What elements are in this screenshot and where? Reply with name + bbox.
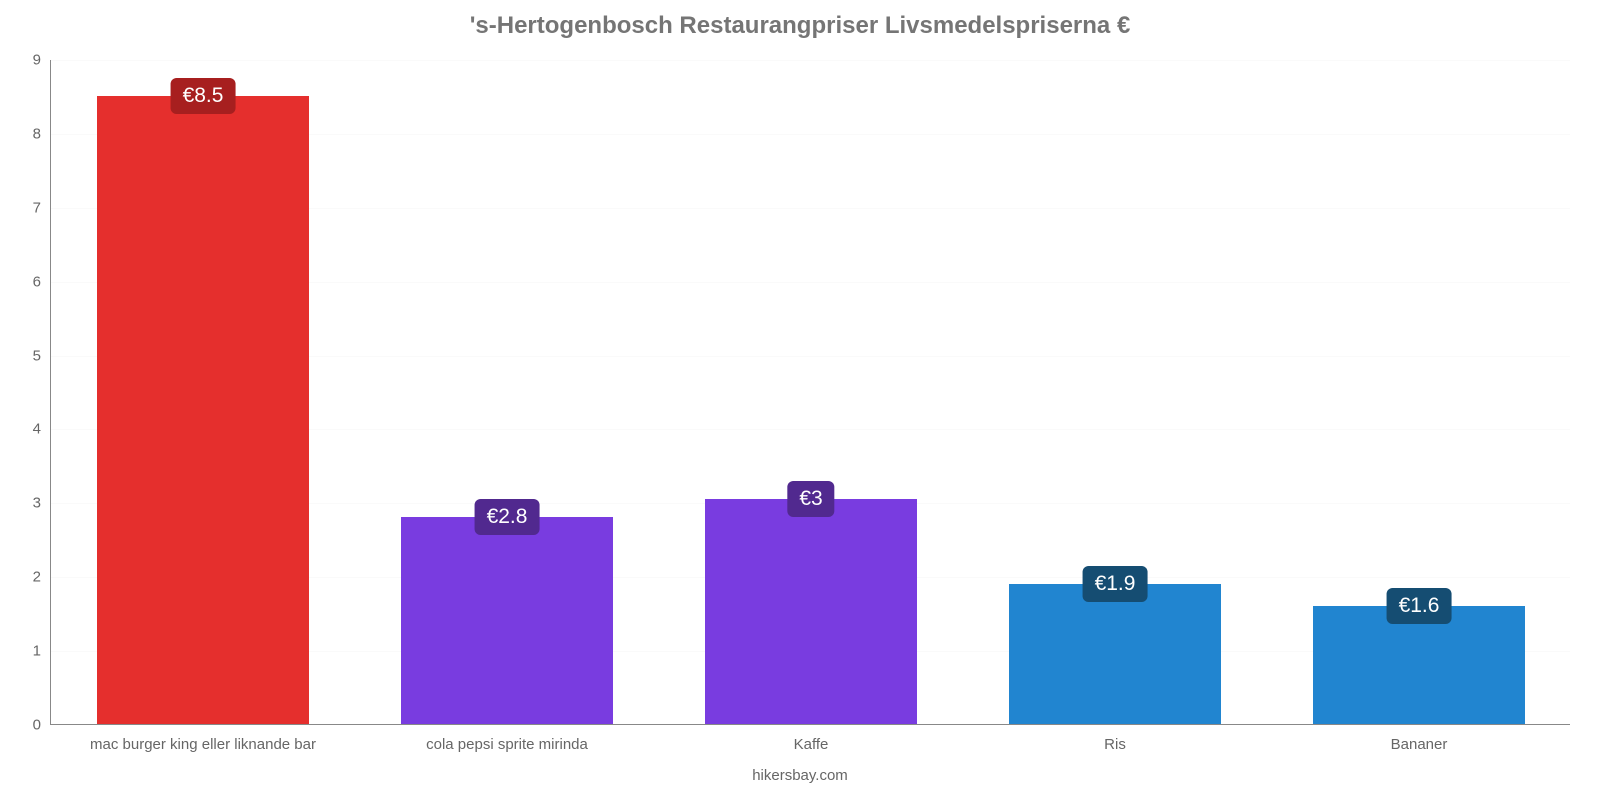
bar-slot: €8.5mac burger king eller liknande bar bbox=[51, 60, 355, 724]
y-axis-tick-label: 4 bbox=[33, 421, 51, 438]
bar bbox=[97, 96, 310, 724]
x-axis-label: mac burger king eller liknande bar bbox=[90, 724, 316, 753]
value-badge: €1.9 bbox=[1083, 566, 1148, 602]
source-label: hikersbay.com bbox=[752, 767, 848, 784]
x-axis-label: Bananer bbox=[1391, 724, 1448, 753]
bar bbox=[401, 517, 614, 724]
value-badge: €1.6 bbox=[1387, 588, 1452, 624]
y-axis-tick-label: 2 bbox=[33, 569, 51, 586]
bar bbox=[705, 499, 918, 724]
y-axis-tick-label: 0 bbox=[33, 717, 51, 734]
y-axis-tick-label: 7 bbox=[33, 199, 51, 216]
plot-area: 0123456789€8.5mac burger king eller likn… bbox=[50, 60, 1570, 725]
y-axis-tick-label: 1 bbox=[33, 643, 51, 660]
y-axis-tick-label: 6 bbox=[33, 273, 51, 290]
value-badge: €2.8 bbox=[475, 499, 540, 535]
bar-slot: €1.6Bananer bbox=[1267, 60, 1571, 724]
bar-slot: €3Kaffe bbox=[659, 60, 963, 724]
x-axis-label: Kaffe bbox=[794, 724, 829, 753]
bar-slot: €1.9Ris bbox=[963, 60, 1267, 724]
bar bbox=[1009, 584, 1222, 724]
value-badge: €8.5 bbox=[171, 78, 236, 114]
chart-title: 's-Hertogenbosch Restaurangpriser Livsme… bbox=[0, 0, 1600, 40]
y-axis-tick-label: 5 bbox=[33, 347, 51, 364]
y-axis-tick-label: 9 bbox=[33, 52, 51, 69]
x-axis-label: cola pepsi sprite mirinda bbox=[426, 724, 588, 753]
x-axis-label: Ris bbox=[1104, 724, 1126, 753]
y-axis-tick-label: 8 bbox=[33, 125, 51, 142]
y-axis-tick-label: 3 bbox=[33, 495, 51, 512]
value-badge: €3 bbox=[787, 481, 834, 517]
bar-slot: €2.8cola pepsi sprite mirinda bbox=[355, 60, 659, 724]
